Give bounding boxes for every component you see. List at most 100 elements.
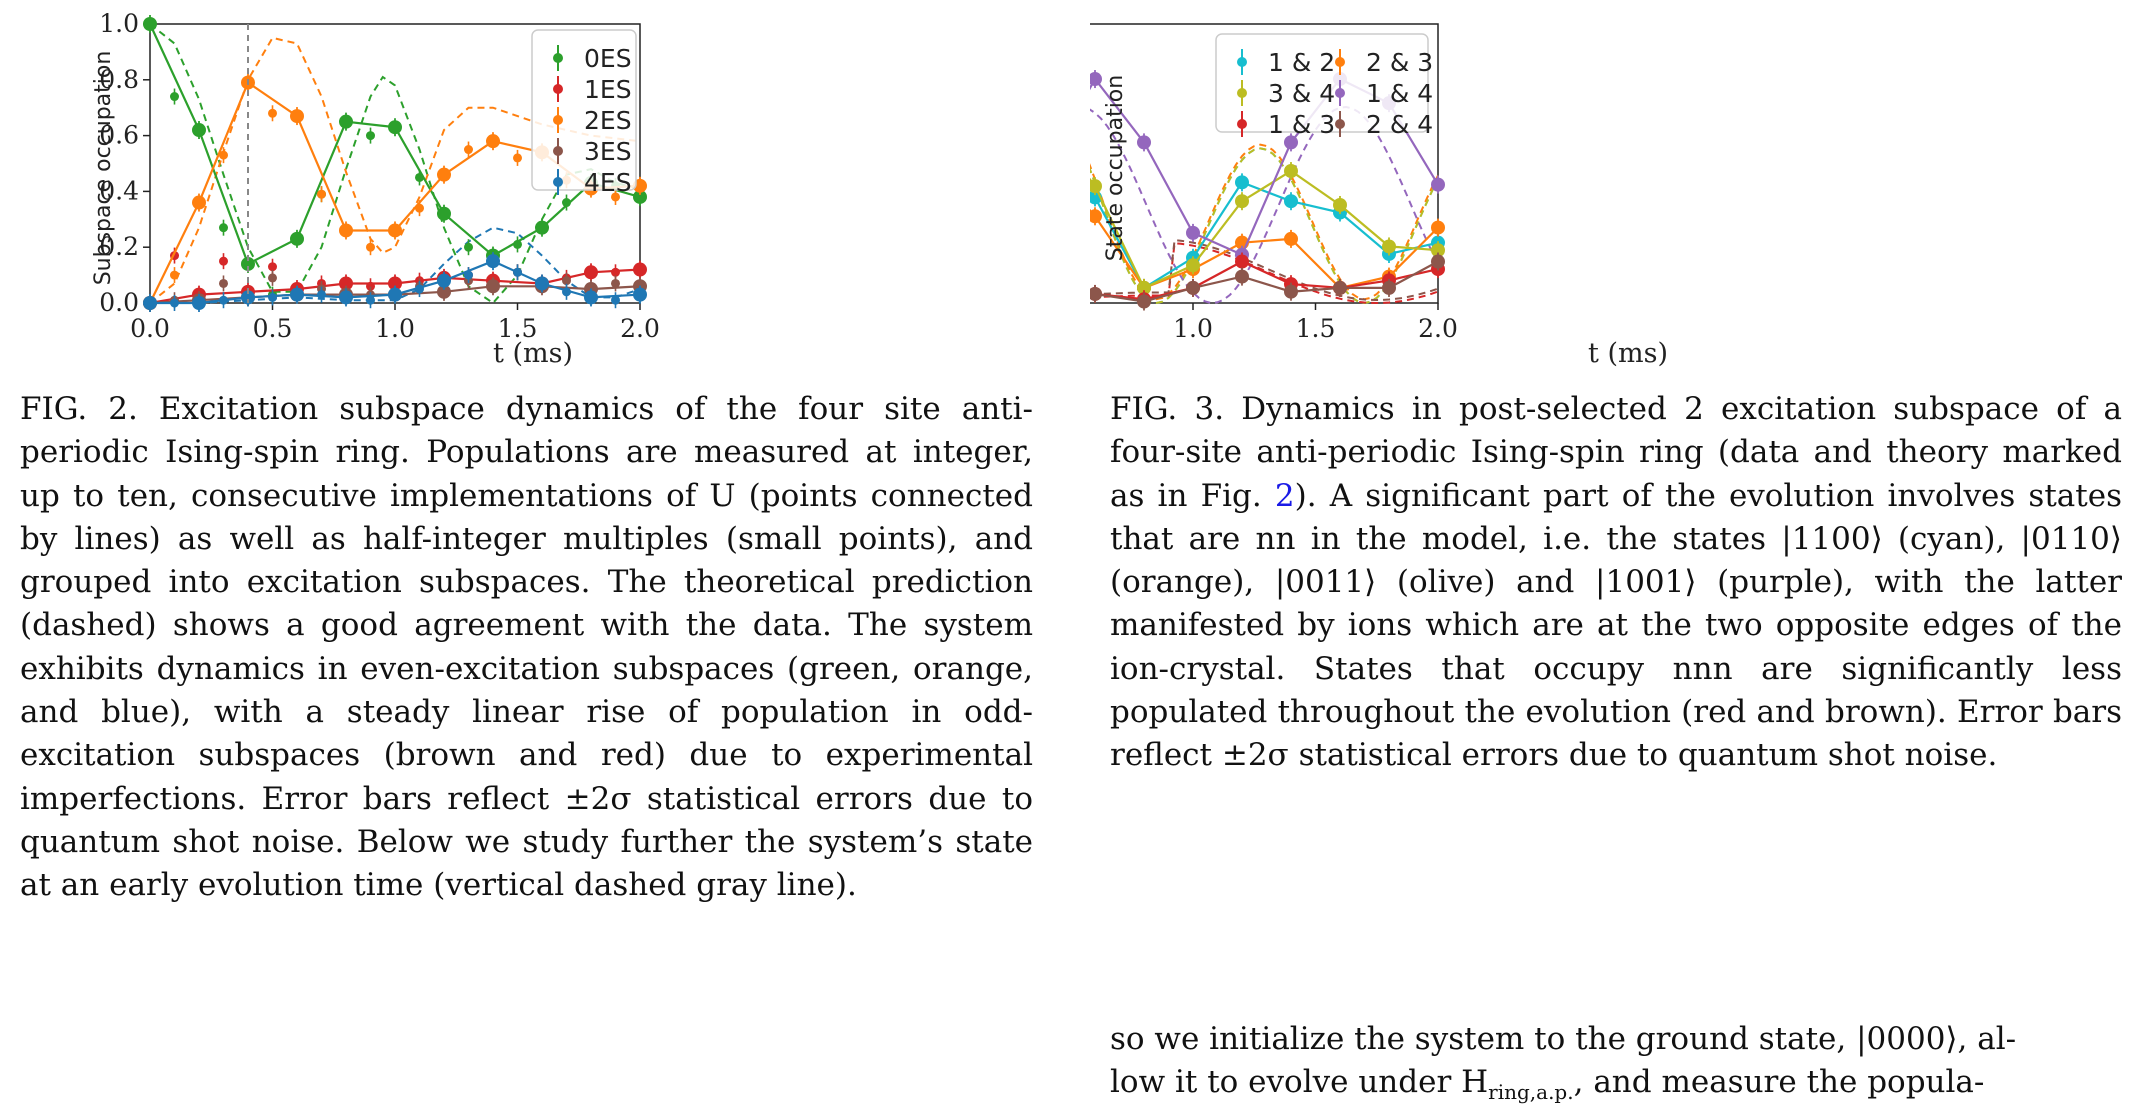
fig2-legend-marker: [553, 115, 563, 125]
fig2-y-tick-label: 1.0: [99, 9, 139, 38]
fig3-x-tick-label: 1.5: [1296, 314, 1336, 343]
fig2-legend-label: 1ES: [584, 75, 632, 104]
fig2-x-tick-label: 2.0: [620, 314, 660, 343]
fig2-data-point: [486, 134, 500, 148]
fig2-half-point: [366, 131, 375, 140]
fig3-legend-label: 3 & 4: [1268, 79, 1335, 108]
fig3-data-point: [1382, 239, 1396, 253]
fig2-half-point: [464, 271, 473, 280]
fig3-legend-marker: [1237, 119, 1247, 129]
fig2-half-point: [219, 257, 228, 266]
fig3-data-point: [1235, 255, 1249, 269]
fig2-half-point: [415, 204, 424, 213]
fig2-data-point: [192, 196, 206, 210]
fig2-half-point: [611, 279, 620, 288]
fig2-data-point: [584, 290, 598, 304]
fig3-x-axis-label: t (ms): [1588, 338, 1668, 369]
fig2-half-point: [268, 293, 277, 302]
fig3-legend-marker: [1335, 119, 1345, 129]
fig2-data-point: [388, 120, 402, 134]
fig3-data-point: [1235, 194, 1249, 208]
body-text: so we initialize the system to the groun…: [1110, 1018, 2122, 1115]
fig2-half-point: [513, 268, 522, 277]
fig2-half-point: [366, 296, 375, 305]
fig2-caption: FIG. 2. Excitation subspace dynamics of …: [20, 388, 1033, 908]
body-text-line-2: low it to evolve under H: [1110, 1064, 1488, 1100]
fig2-data-point: [535, 276, 549, 290]
fig3-x-tick-label: 2.0: [1418, 314, 1458, 343]
fig2-legend-label: 2ES: [584, 106, 632, 135]
fig3-caption-lead: FIG. 3.: [1110, 391, 1224, 427]
fig2-x-tick-label: 0.0: [130, 314, 170, 343]
fig3-data-point: [1284, 164, 1298, 178]
fig3-data-point: [1333, 198, 1347, 212]
fig2-half-point: [513, 240, 522, 249]
fig2-half-point: [317, 190, 326, 199]
fig2-data-point: [339, 290, 353, 304]
fig3-data-point: [1284, 232, 1298, 246]
fig2-data-point: [437, 274, 451, 288]
fig3-data-point: [1186, 258, 1200, 272]
fig3-data-point: [1186, 226, 1200, 240]
fig2-legend-marker: [553, 177, 563, 187]
fig2-half-point: [219, 279, 228, 288]
fig3-legend-marker: [1335, 88, 1345, 98]
fig3-legend-label: 2 & 4: [1366, 110, 1433, 139]
fig3-data-point: [1284, 194, 1298, 208]
fig2-data-point: [339, 115, 353, 129]
fig2-half-point: [611, 296, 620, 305]
fig3-legend-marker: [1237, 57, 1247, 67]
fig3-data-point: [1284, 285, 1298, 299]
fig3-data-point: [1235, 175, 1249, 189]
fig2-half-point: [464, 145, 473, 154]
fig2-y-axis-label: Subspace occupation: [91, 51, 116, 286]
fig3-legend-label: 1 & 4: [1366, 79, 1433, 108]
fig3-data-point: [1137, 294, 1151, 308]
fig2-reference-link[interactable]: 2: [1275, 478, 1295, 514]
fig2-data-point: [535, 221, 549, 235]
fig2-caption-lead: FIG. 2.: [20, 391, 138, 427]
fig2-half-point: [562, 276, 571, 285]
fig3-caption: FIG. 3. Dynamics in post-selected 2 exci…: [1110, 388, 2122, 778]
fig2-half-point: [366, 243, 375, 252]
fig2-y-tick-label: 0.0: [99, 288, 139, 317]
fig3-legend-label: 2 & 3: [1366, 48, 1433, 77]
fig2-half-point: [464, 243, 473, 252]
body-text-subscript: ring,a.p.: [1488, 1080, 1573, 1104]
fig2-half-point: [219, 151, 228, 160]
fig2-data-point: [290, 109, 304, 123]
fig3-chart: 0.00.51.01.52.00.00.10.20.3 1 & 22 & 33 …: [1090, 0, 2136, 380]
fig3-data-point: [1137, 135, 1151, 149]
fig2-half-point: [170, 92, 179, 101]
fig2-x-tick-label: 0.5: [253, 314, 293, 343]
fig3-data-point: [1090, 209, 1102, 223]
fig2-legend-marker: [553, 84, 563, 94]
fig2-data-point: [584, 265, 598, 279]
fig2-x-tick-label: 1.0: [375, 314, 415, 343]
fig2-half-point: [317, 290, 326, 299]
fig2-data-point: [388, 288, 402, 302]
body-text-line-1: so we initialize the system to the groun…: [1110, 1021, 2016, 1057]
fig2-data-point: [192, 123, 206, 137]
fig2-legend-label: 4ES: [584, 168, 632, 197]
fig2-half-point: [562, 287, 571, 296]
fig2-data-point: [633, 288, 647, 302]
fig2-half-point: [513, 153, 522, 162]
fig3-legend-label: 1 & 2: [1268, 48, 1335, 77]
fig3-data-point: [1235, 270, 1249, 284]
fig2-data-point: [143, 296, 157, 310]
fig2-legend-marker: [553, 146, 563, 156]
fig3-caption-text-2: ). A significant part of the evolution i…: [1110, 478, 2122, 774]
fig2-half-point: [219, 223, 228, 232]
fig3-y-axis-label: State occupation: [1103, 75, 1128, 261]
fig3-legend-marker: [1237, 88, 1247, 98]
fig3-data-point: [1382, 281, 1396, 295]
fig3-legend: 1 & 2 2 & 3 3 & 4 1 & 4 1 & 3 2 & 4: [1216, 34, 1433, 139]
fig3-legend-label: 1 & 3: [1268, 110, 1335, 139]
body-text-line-2-end: , and measure the popula-: [1574, 1064, 1985, 1100]
fig2-half-point: [562, 198, 571, 207]
fig2-data-point: [388, 223, 402, 237]
fig3-data-point: [1090, 287, 1102, 301]
